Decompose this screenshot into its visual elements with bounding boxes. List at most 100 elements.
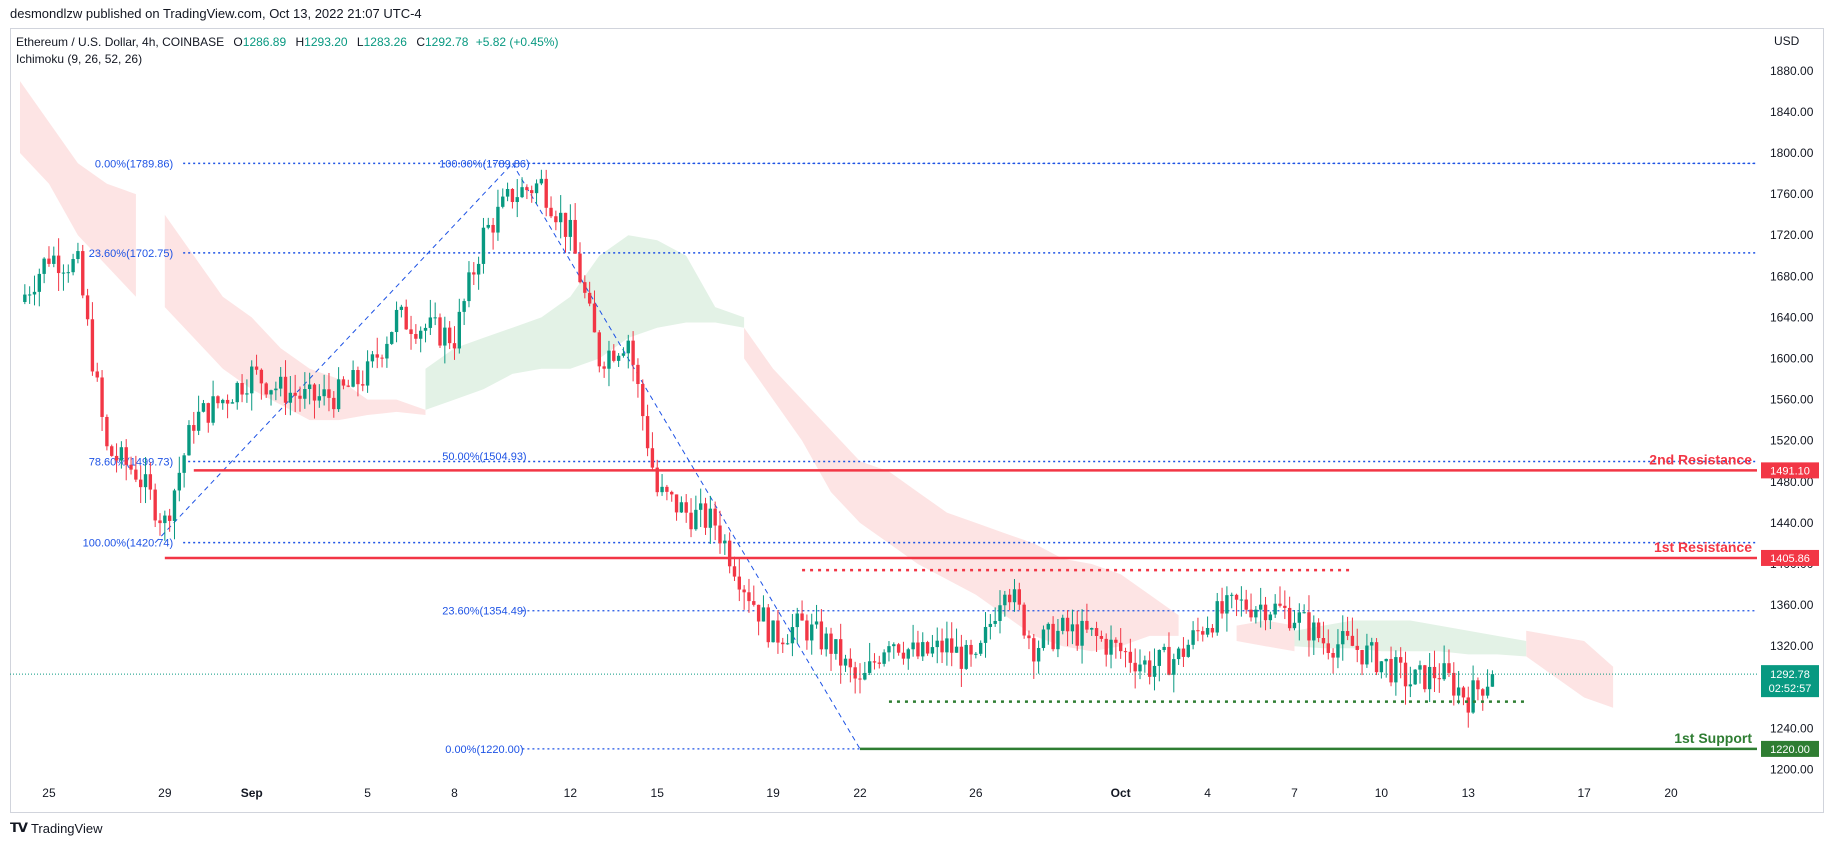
candle-body [1490, 674, 1495, 687]
candle-body [867, 661, 872, 673]
candle-body [674, 494, 679, 513]
candle-body [694, 509, 698, 530]
candle-body [32, 291, 37, 295]
candle-body [979, 642, 983, 654]
candle-body [1471, 680, 1475, 713]
candle-body [447, 327, 452, 344]
candle-body [911, 642, 915, 650]
candle-body [211, 396, 215, 423]
price-tag [1761, 740, 1819, 757]
candle-body [559, 212, 563, 223]
candle-body [1196, 630, 1200, 632]
candle-body [293, 392, 297, 396]
y-tick-label: 1560.00 [1770, 393, 1814, 407]
candle-body [1360, 649, 1364, 665]
y-tick-label: 1640.00 [1770, 310, 1814, 324]
high-label: H [295, 35, 305, 49]
candle-body [230, 402, 235, 404]
fib-trend-line [154, 163, 513, 544]
y-tick-label: 1520.00 [1770, 434, 1814, 448]
candle-body [771, 620, 775, 643]
candle-body [525, 187, 529, 191]
candle-body [1167, 646, 1171, 675]
candle-body [1230, 594, 1234, 596]
support-label: 1st Support [1674, 730, 1752, 746]
tradingview-logo-icon[interactable]: 𝗧𝗩 [10, 820, 28, 835]
candle-body [346, 385, 350, 387]
candle-body [394, 309, 399, 333]
candle-body [332, 397, 336, 410]
candle-body [1186, 644, 1190, 657]
candle-body [167, 515, 172, 521]
candle-body [607, 350, 611, 369]
price-tag [1761, 462, 1819, 479]
candle-body [829, 633, 833, 654]
footer-brand[interactable]: TradingView [30, 820, 103, 836]
indicator-label[interactable]: Ichimoku (9, 26, 52, 26) [16, 52, 143, 66]
candle-body [452, 343, 457, 349]
candle-body [1461, 687, 1466, 698]
candle-body [800, 613, 804, 621]
x-tick-label: Sep [241, 786, 263, 800]
candle-body [752, 601, 756, 605]
candle-body [462, 301, 466, 312]
candle-body [819, 621, 824, 650]
candle-body [225, 399, 230, 404]
candle-body [534, 183, 539, 194]
candle-body [1476, 680, 1480, 690]
candle-body [727, 540, 732, 567]
candle-body [129, 464, 133, 470]
candle-body [1172, 659, 1176, 675]
candle-body [134, 469, 138, 480]
candle-body [47, 258, 51, 264]
candle-body [1442, 663, 1446, 680]
chart-legend: Ethereum / U.S. Dollar, 4h, COINBASE O12… [16, 34, 558, 68]
candle-body [317, 396, 321, 401]
candle-body [423, 327, 428, 331]
y-tick-label: 1440.00 [1770, 516, 1814, 530]
candle-body [114, 455, 119, 461]
candle-body [747, 592, 751, 602]
candle-body [365, 361, 370, 386]
candle-body [1418, 665, 1422, 670]
candle-body [288, 392, 293, 403]
candle-body [892, 644, 896, 647]
candle-body [1070, 624, 1075, 632]
candle-body [307, 384, 312, 390]
candle-body [858, 678, 862, 680]
candle-body [153, 489, 157, 521]
candle-body [578, 253, 582, 283]
candle-body [1389, 658, 1393, 683]
candle-body [66, 272, 70, 274]
candle-body [172, 490, 177, 521]
candle-body [105, 416, 109, 447]
candle-body [1437, 678, 1441, 680]
candle-body [119, 447, 124, 461]
currency-label[interactable]: USD [1774, 34, 1800, 48]
candle-body [476, 263, 481, 275]
candle-body [254, 366, 259, 370]
candle-body [336, 379, 341, 410]
candle-body [1408, 684, 1413, 687]
candle-body [303, 389, 307, 399]
symbol-title[interactable]: Ethereum / U.S. Dollar, 4h, COINBASE [16, 35, 225, 49]
y-tick-label: 1320.00 [1770, 639, 1814, 653]
ichimoku-cloud-bearish [164, 214, 426, 421]
candle-body [71, 259, 75, 273]
candle-body [124, 447, 128, 465]
candle-body [351, 370, 355, 387]
candle-body [158, 520, 162, 524]
candle-body [187, 425, 191, 456]
change-value: +5.82 (+0.45%) [475, 35, 559, 49]
high-value: 1293.20 [304, 35, 348, 49]
candle-body [37, 273, 41, 292]
last-price-tag [1761, 665, 1819, 698]
candle-body [283, 376, 288, 403]
candle-body [1119, 642, 1123, 652]
candle-body [718, 525, 722, 544]
candle-body [1326, 643, 1330, 653]
candle-body [100, 377, 104, 417]
candle-body [1244, 599, 1248, 610]
candle-body [380, 357, 384, 359]
